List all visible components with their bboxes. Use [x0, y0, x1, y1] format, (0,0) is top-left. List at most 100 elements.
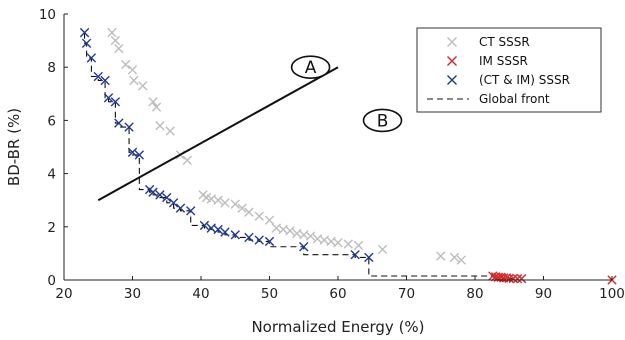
- point-s0-0: [107, 27, 117, 38]
- axes-layer: 20 30 40 50 60 70 80 90 100 0 2 4 6 8 10 Normalized Ene…: [5, 7, 625, 336]
- point-s2-15: [168, 198, 179, 208]
- point-s0-34: [353, 240, 364, 251]
- point-s0-1: [110, 35, 121, 46]
- x-tick-label: 40: [192, 286, 209, 302]
- point-s2-2: [86, 53, 97, 63]
- point-s0-10: [165, 126, 175, 136]
- point-s0-7: [148, 97, 158, 107]
- point-s0-33: [343, 239, 353, 249]
- point-s2-8: [124, 122, 134, 132]
- annotation-label: B: [377, 111, 389, 131]
- point-s0-36: [436, 251, 446, 261]
- point-s0-17: [220, 198, 230, 208]
- legend: CT SSSR IM SSSR (CT & IM) SSSR Global front: [416, 27, 602, 113]
- point-s2-23: [244, 232, 254, 243]
- point-s2-24: [254, 235, 264, 245]
- legend-label: CT SSSR: [479, 35, 530, 49]
- point-s1-6: [504, 273, 514, 284]
- point-s2-26: [299, 242, 309, 252]
- point-s0-9: [155, 121, 165, 131]
- point-s1-8: [512, 273, 523, 284]
- point-s2-20: [213, 224, 223, 235]
- legend-item-0: CT SSSR: [447, 35, 530, 49]
- x-axis-title: Normalized Energy (%): [251, 318, 424, 336]
- point-s2-27: [350, 250, 360, 260]
- point-s0-22: [264, 215, 275, 225]
- annotation-ellipse: [362, 108, 403, 133]
- legend-box: [416, 27, 602, 113]
- point-s0-3: [120, 59, 131, 70]
- legend-label: IM SSSR: [479, 54, 528, 68]
- point-s2-22: [230, 230, 240, 240]
- point-s0-6: [138, 81, 148, 91]
- annotation-a: A: [290, 55, 331, 79]
- x-tick-label: 100: [599, 286, 625, 302]
- legend-marker: [447, 75, 457, 85]
- point-s2-13: [155, 190, 165, 200]
- point-s1-9: [516, 273, 527, 284]
- legend-label: Global front: [479, 92, 550, 106]
- point-s0-25: [285, 226, 295, 236]
- point-s2-18: [199, 220, 210, 231]
- point-s0-28: [305, 231, 316, 241]
- point-s2-25: [264, 236, 275, 247]
- point-s0-20: [244, 207, 254, 217]
- point-s0-35: [377, 244, 388, 255]
- point-s2-3: [93, 71, 103, 82]
- point-s0-8: [151, 102, 162, 112]
- annotation-ellipse: [290, 55, 331, 79]
- point-s0-16: [213, 195, 223, 205]
- point-s0-19: [237, 203, 247, 213]
- point-s2-0: [79, 27, 90, 38]
- point-s2-14: [162, 192, 172, 203]
- point-s2-6: [110, 97, 121, 107]
- y-tick-label: 10: [39, 7, 56, 23]
- point-s2-9: [127, 147, 138, 158]
- point-s1-0: [488, 271, 498, 281]
- legend-label: (CT & IM) SSSR: [479, 73, 570, 87]
- point-s2-21: [220, 227, 230, 237]
- x-tick-label: 30: [124, 286, 141, 302]
- legend-item-3: Global front: [427, 92, 550, 106]
- y-tick-label: 6: [47, 113, 56, 129]
- legend-marker: [447, 37, 457, 47]
- y-axis-title: BD-BR (%): [5, 108, 23, 186]
- point-s0-5: [129, 75, 139, 86]
- point-s0-21: [254, 211, 264, 221]
- annotation-layer: AB: [97, 55, 403, 202]
- point-s2-7: [114, 118, 124, 128]
- point-s2-1: [81, 38, 92, 48]
- legend-item-2: (CT & IM) SSSR: [447, 73, 570, 87]
- point-s2-4: [100, 75, 110, 86]
- point-s2-28: [364, 252, 374, 263]
- point-s2-10: [134, 150, 145, 160]
- point-s0-4: [127, 65, 138, 75]
- divider-line: [97, 66, 339, 202]
- x-tick-label: 20: [55, 286, 72, 302]
- legend-item-1: IM SSSR: [447, 54, 528, 68]
- point-s1-7: [508, 273, 519, 284]
- x-tick-label: 60: [329, 286, 346, 302]
- x-tick-label: 80: [466, 286, 483, 302]
- point-s2-16: [175, 203, 186, 213]
- legend-marker: [447, 56, 457, 66]
- point-s0-18: [230, 199, 240, 209]
- point-s0-37: [449, 252, 460, 263]
- point-s0-12: [182, 155, 192, 165]
- point-s2-5: [103, 93, 114, 103]
- x-tick-label: 50: [261, 286, 278, 302]
- y-tick-label: 2: [47, 220, 56, 236]
- y-tick-label: 4: [47, 167, 56, 183]
- point-s0-32: [333, 238, 343, 248]
- x-tick-label: 70: [398, 286, 415, 302]
- point-s0-38: [456, 255, 466, 265]
- x-tick-label: 90: [535, 286, 552, 302]
- annotation-b: B: [362, 108, 403, 133]
- y-tick-label: 8: [47, 60, 56, 76]
- point-s2-12: [148, 187, 158, 197]
- point-s0-2: [114, 43, 124, 54]
- y-tick-label: 0: [47, 273, 56, 289]
- annotation-label: A: [305, 58, 317, 78]
